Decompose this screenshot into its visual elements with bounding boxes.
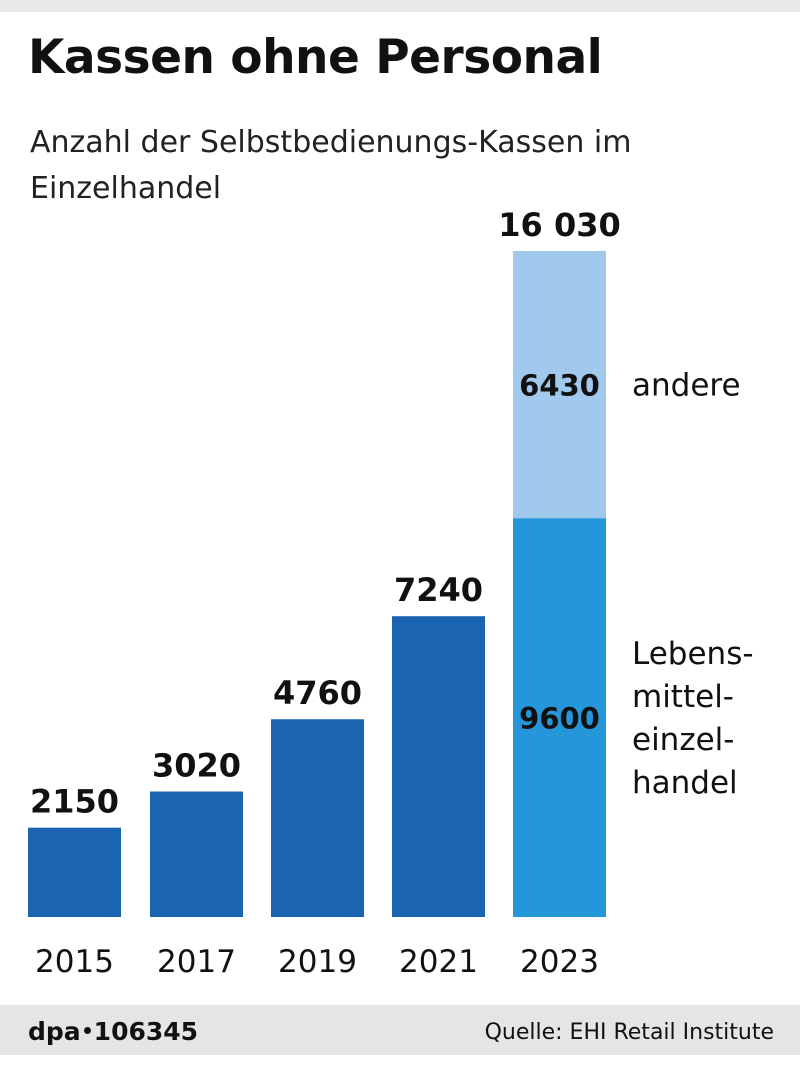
dot-icon xyxy=(83,1027,91,1034)
legend-label: einzel- xyxy=(632,722,734,758)
graphic-number: 106345 xyxy=(93,1017,199,1046)
legend-label: handel xyxy=(632,765,738,801)
chart-title: Kassen ohne Personal xyxy=(28,30,603,85)
dpa-graphic-id: dpa 106345 xyxy=(28,1017,198,1046)
chart-subtitle: Anzahl der Selbstbedienungs-Kassen im Ei… xyxy=(30,125,632,206)
bar xyxy=(392,616,485,917)
dpa-logo: dpa xyxy=(28,1017,81,1046)
segment-value-label: 6430 xyxy=(519,369,600,403)
x-tick-label: 2019 xyxy=(278,944,357,980)
bar-segment xyxy=(513,251,606,519)
source-note: Quelle: EHI Retail Institute xyxy=(484,1020,774,1045)
x-tick-label: 2021 xyxy=(399,944,478,980)
x-tick-label: 2015 xyxy=(35,944,114,980)
bar xyxy=(150,791,243,917)
legend-label: mittel- xyxy=(632,679,734,715)
bar-value-label: 3020 xyxy=(152,747,241,785)
segment-value-label: 9600 xyxy=(519,702,600,736)
legend-label: andere xyxy=(632,368,741,404)
x-tick-label: 2017 xyxy=(157,944,236,980)
bar-value-label: 16 030 xyxy=(498,206,620,244)
bar-chart: 2150 2015 3020 2017 4760 2019 7240 2021 9600 Lebe… xyxy=(28,206,754,980)
x-tick-label: 2023 xyxy=(520,944,599,980)
top-bar xyxy=(0,0,800,12)
bar-value-label: 7240 xyxy=(394,571,483,609)
footer-bar: dpa 106345 Quelle: EHI Retail Institute xyxy=(0,1005,800,1055)
legend-label: Lebens- xyxy=(632,636,754,672)
bar xyxy=(271,719,364,917)
bar-value-label: 2150 xyxy=(30,783,119,821)
bar-segment xyxy=(513,518,606,917)
bar-value-label: 4760 xyxy=(273,674,362,712)
bar xyxy=(28,827,121,917)
